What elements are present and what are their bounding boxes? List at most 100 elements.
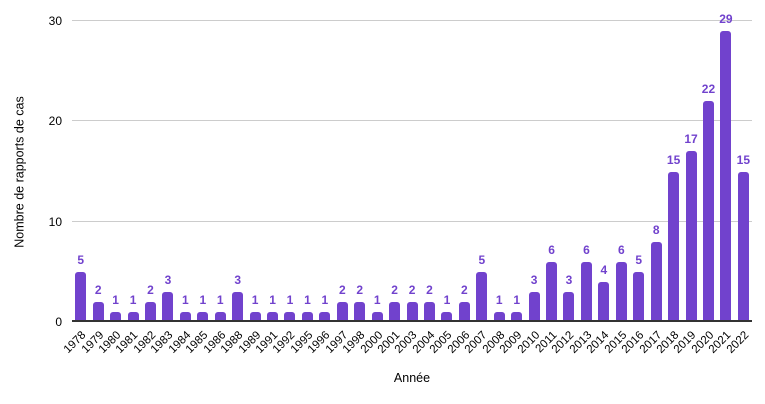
bar [249,311,261,322]
bar-slot: 1 2008 [480,21,508,356]
bar [441,311,453,322]
y-tick-label: 30 [48,14,62,28]
y-tick-label: 10 [48,214,62,229]
bar-slot: 3 2012 [550,21,577,356]
bar-value-label: 3 [565,272,573,287]
bar [702,101,714,322]
bar-slot: 5 2007 [463,21,490,356]
bar-slot: 6 2011 [533,21,560,355]
bar [371,311,383,322]
bar-slot: 1 2009 [498,21,525,356]
bar [423,301,435,322]
bar-slot: 1 1989 [236,21,263,356]
bar-slot: 2 1998 [341,21,368,356]
bar-value-label: 22 [701,82,716,97]
bar-value-label: 1 [251,292,259,307]
bar [301,311,313,322]
bar [127,311,139,322]
bar [580,261,592,322]
bar [232,291,244,322]
bar-value-label: 2 [391,282,398,297]
bar [598,281,610,322]
bar-value-label: 2 [94,282,102,297]
bar [284,311,296,322]
bar-value-label: 5 [77,252,85,267]
bar-value-label: 6 [548,242,555,257]
bar-slot: 15 2022 [725,21,752,356]
bar-value-label: 2 [338,282,346,297]
gridline [72,20,752,21]
bar-slot: 2 2004 [411,21,438,356]
bar-slot: 4 2014 [585,21,612,356]
bar-slot: 1 1986 [201,21,229,356]
bar-value-label: 3 [164,272,172,287]
bar-value-label: 5 [635,252,643,267]
bar [511,311,523,322]
bar-slot: 2 2001 [376,21,403,356]
bar [110,311,122,322]
bar-value-label: 17 [684,132,698,147]
bar-value-label: 2 [356,282,364,297]
bar-slot: 2 1982 [132,21,159,356]
bar-slot: 22 2020 [690,21,717,356]
bar-value-label: 1 [373,292,381,307]
bar-slot: 1 1980 [97,21,124,356]
bar [162,291,174,322]
bar-slot: 1 1985 [184,21,211,356]
bar-slot: 3 1983 [149,21,176,356]
bar-value-label: 1 [304,292,311,307]
x-axis-line [72,320,752,322]
bar [668,171,680,322]
bar [354,301,366,322]
bar-value-label: 8 [652,222,660,237]
bar-slot: 1 1984 [167,21,194,356]
bar-slot: 1 1991 [254,21,281,356]
bar [267,311,279,322]
bar-value-label: 5 [478,252,486,267]
bar [406,301,418,322]
bar-slot: 1 1996 [306,21,333,356]
bar-value-label: 15 [666,152,681,167]
plot-area: 5 1978 2 1979 1 1980 1 1981 2 1982 3 1983 1 1984 1 1985… [62,13,752,356]
bar [179,311,191,322]
bar-slot: 2 2006 [446,21,473,356]
bar-value-label: 1 [129,292,137,307]
bar-slot: 1 2005 [428,21,455,356]
bar-value-label: 1 [199,292,207,307]
bar [476,271,488,322]
bar-slot: 2 1997 [323,21,351,356]
bar-slot: 2 1979 [79,21,106,356]
bar-value-label: 6 [583,242,590,257]
bar-value-label: 1 [286,292,294,307]
bar-slot: 1 1995 [289,21,316,356]
bar-slot: 6 2015 [602,21,630,356]
y-tick-label: 0 [55,315,62,329]
bar-value-label: 1 [321,292,329,307]
bar [493,311,505,322]
bar-value-label: 29 [719,12,733,27]
bar [737,171,749,322]
bar [458,301,470,322]
bar [92,301,104,322]
gridline [72,220,752,222]
bar-slot: 29 2021 [707,13,734,356]
bar [214,311,226,322]
bar-value-label: 2 [147,282,154,297]
bar-value-label: 1 [112,292,119,307]
bar-value-label: 4 [600,262,608,277]
bar-slot: 17 2019 [672,21,699,355]
gridline [72,120,752,122]
bar-value-label: 1 [513,292,520,307]
bar-slot: 15 2018 [655,21,682,356]
bar [336,301,348,322]
bar [528,291,540,322]
bar-value-label: 15 [736,152,751,167]
bar-slot: 1 2000 [358,21,385,356]
bar-value-label: 2 [408,282,416,297]
y-axis-ticks: 0 10 20 30 [0,15,66,328]
bar-value-label: 1 [495,292,503,307]
bar-value-label: 3 [234,272,241,287]
bar [615,261,627,322]
bar [144,301,156,322]
